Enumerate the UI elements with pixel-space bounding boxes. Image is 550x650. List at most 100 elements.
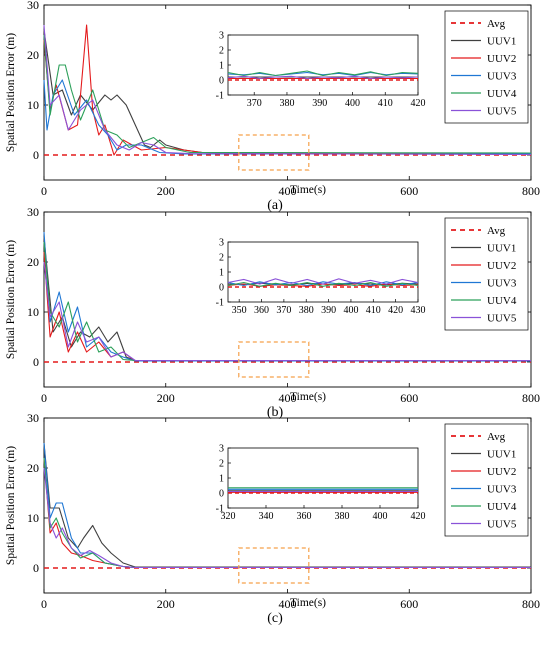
inset-x-tick-label: 400 [345, 98, 360, 109]
inset-series-line-uuv4 [227, 70, 419, 77]
x-axis-label: Time(s) [290, 391, 326, 403]
y-axis-label: Spatial Position Error (m) [5, 33, 17, 152]
x-tick-label: 0 [41, 391, 47, 405]
inset-x-tick-label: 340 [259, 511, 274, 522]
inset-frame [227, 34, 419, 96]
inset-y-tick-label: -1 [216, 91, 224, 102]
legend-box [444, 10, 529, 124]
y-tick-label: 0 [33, 148, 39, 162]
series-line-uuv4 [43, 34, 532, 154]
inset-series-line-uuv3 [227, 281, 419, 287]
legend-label: Avg [487, 18, 506, 30]
inset-x-tick-label: 410 [366, 305, 381, 316]
inset-x-tick-label: 420 [388, 305, 403, 316]
inset-y-tick-label: 3 [219, 444, 224, 455]
series-line-uuv1 [43, 442, 531, 568]
x-tick-label: 800 [522, 597, 540, 611]
inset-y-tick-label: 0 [219, 489, 224, 500]
y-axis-label: Spatial Position Error (m) [5, 446, 17, 565]
inset-series-line-uuv3 [227, 71, 419, 77]
inset-x-tick-label: 380 [335, 511, 350, 522]
inset-x-tick-label: 370 [276, 305, 291, 316]
legend-label: UUV2 [487, 260, 516, 272]
x-tick-label: 400 [279, 184, 297, 198]
x-tick-label: 800 [522, 391, 540, 405]
inset-x-tick-label: 430 [411, 305, 426, 316]
inset-y-tick-label: -1 [216, 504, 224, 515]
legend-label: UUV5 [487, 519, 517, 531]
x-tick-label: 600 [400, 597, 418, 611]
inset-x-tick-label: 380 [299, 305, 314, 316]
y-axis-label: Spatial Position Error (m) [5, 240, 17, 359]
y-tick-label: 20 [27, 461, 39, 475]
inset-y-tick-label: -1 [216, 298, 224, 309]
inset-y-tick-label: 1 [219, 268, 224, 279]
legend-label: UUV2 [487, 53, 516, 65]
y-tick-label: 10 [27, 305, 39, 319]
legend: Avg UUV1 UUV2 UUV3 UUV4 UUV5 [444, 217, 529, 331]
inset-x-tick-label: 350 [232, 305, 247, 316]
x-tick-label: 600 [400, 391, 418, 405]
inset-y-tick-label: 2 [219, 46, 224, 57]
x-tick-label: 800 [522, 184, 540, 198]
inset-x-tick-label: 380 [279, 98, 294, 109]
panel-caption: (a) [267, 198, 283, 213]
legend: Avg UUV1 UUV2 UUV3 UUV4 UUV5 [444, 423, 529, 537]
legend-label: Avg [487, 431, 506, 443]
y-tick-label: 20 [27, 255, 39, 269]
legend-label: UUV3 [487, 71, 517, 83]
legend-label: UUV3 [487, 484, 517, 496]
inset-x-tick-label: 390 [312, 98, 327, 109]
x-axis-label: Time(s) [290, 597, 326, 609]
panel-caption: (b) [267, 405, 284, 420]
panel-caption: (c) [267, 611, 283, 626]
inset-plot: -1 0 1 2 3 350 360 370 380 390 400 410 420 430 [216, 238, 426, 317]
series-line-uuv5 [43, 261, 531, 362]
zoom-region-box [238, 134, 310, 171]
inset-x-tick-label: 410 [378, 98, 393, 109]
x-tick-label: 200 [157, 184, 175, 198]
inset-x-tick-label: 360 [254, 305, 269, 316]
inset-x-tick-label: 360 [297, 511, 312, 522]
y-tick-label: 10 [27, 511, 39, 525]
zoom-region-box [238, 547, 310, 584]
x-tick-label: 400 [279, 597, 297, 611]
legend-label: UUV5 [487, 106, 517, 118]
y-tick-label: 20 [27, 48, 39, 62]
legend-label: UUV1 [487, 449, 516, 461]
legend-label: UUV4 [487, 88, 517, 100]
inset-x-tick-label: 400 [343, 305, 358, 316]
inset-x-tick-label: 420 [411, 98, 426, 109]
series-line-uuv5 [43, 24, 532, 156]
inset-plot: -1 0 1 2 3 370 380 390 400 410 420 [216, 31, 426, 110]
inset-y-tick-label: 1 [219, 474, 224, 485]
series-line-uuv4 [43, 241, 531, 362]
x-axis-label: Time(s) [290, 184, 326, 196]
legend: Avg UUV1 UUV2 UUV3 UUV4 UUV5 [444, 10, 529, 124]
inset-y-tick-label: 3 [219, 31, 224, 42]
legend-label: Avg [487, 225, 506, 237]
inset-x-tick-label: 370 [247, 98, 262, 109]
legend-box [444, 423, 529, 537]
x-tick-label: 0 [41, 184, 47, 198]
x-tick-label: 200 [157, 597, 175, 611]
inset-series-line-uuv5 [227, 278, 419, 285]
inset-x-tick-label: 420 [411, 511, 426, 522]
inset-series-line-uuv4 [227, 281, 419, 287]
inset-y-tick-label: 3 [219, 238, 224, 249]
legend-label: UUV4 [487, 295, 517, 307]
x-tick-label: 600 [400, 184, 418, 198]
inset-frame [227, 447, 419, 509]
series-line-uuv3 [43, 231, 531, 362]
inset-series-line-uuv5 [227, 75, 419, 80]
zoom-region-box [238, 341, 310, 378]
legend-label: UUV2 [487, 466, 516, 478]
y-tick-label: 30 [27, 0, 39, 12]
legend-label: UUV1 [487, 243, 516, 255]
legend-label: UUV5 [487, 313, 517, 325]
legend-label: UUV1 [487, 36, 516, 48]
series-line-uuv5 [43, 467, 531, 569]
